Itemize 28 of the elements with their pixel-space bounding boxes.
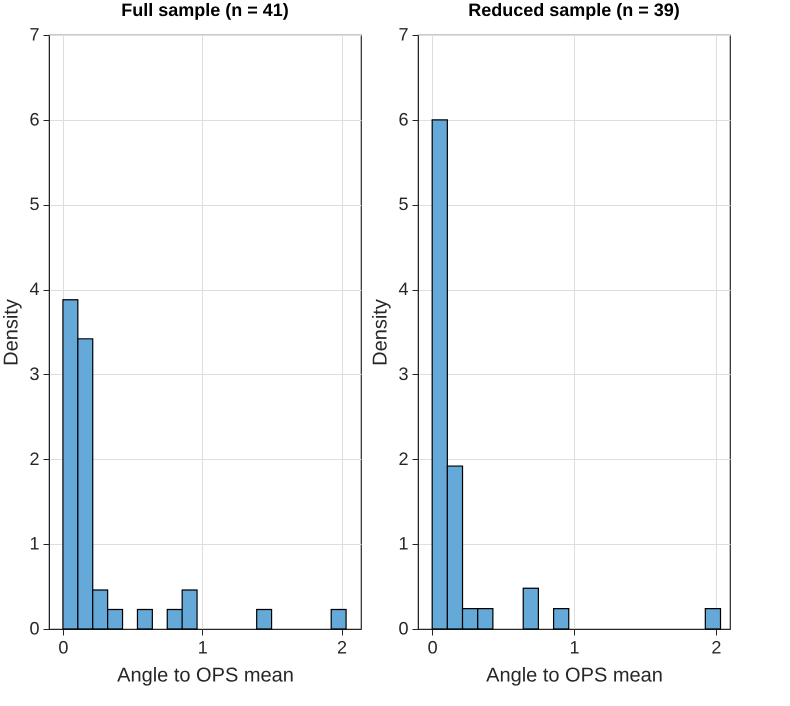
y-tick-label: 1 [398,534,408,554]
y-tick-label: 7 [398,24,408,44]
y-tick-label: 6 [29,109,40,130]
x-tick-label: 0 [58,638,68,658]
x-axis-title: Angle to OPS mean [117,664,294,686]
y-tick-label: 0 [29,618,40,638]
chart-title: Reduced sample (n = 39) [468,0,680,20]
y-tick-label: 4 [398,279,408,300]
y-tick-label: 5 [29,194,40,214]
y-tick-label: 0 [398,618,408,638]
x-tick-label: 1 [569,638,580,658]
x-tick-label: 1 [198,638,208,658]
y-tick-label: 3 [29,364,40,384]
x-tick-label: 2 [711,638,722,658]
x-tick-label: 0 [428,638,438,658]
y-tick-label: 5 [398,194,408,214]
y-axis-title: Density [369,299,392,366]
y-tick-label: 1 [29,534,40,554]
x-tick-label: 2 [336,638,348,658]
y-axis-title: Density [0,299,22,366]
y-tick-label: 2 [398,448,408,469]
x-axis-title: Angle to OPS mean [486,664,663,686]
y-tick-label: 2 [29,448,40,469]
y-tick-label: 3 [398,364,408,384]
y-tick-label: 6 [398,109,408,130]
y-tick-label: 4 [29,279,40,300]
y-tick-label: 7 [29,24,40,44]
chart-title: Full sample (n = 41) [121,0,289,20]
